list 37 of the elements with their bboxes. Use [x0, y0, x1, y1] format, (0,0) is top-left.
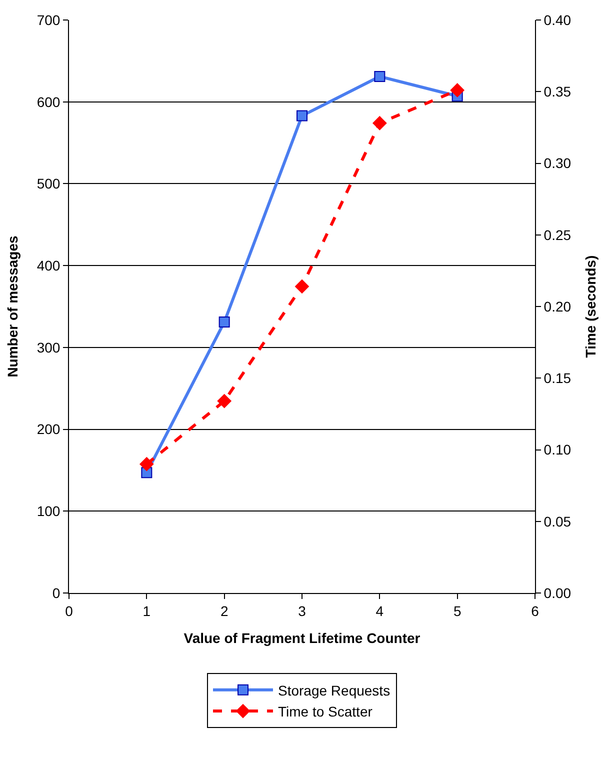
y2-tick-label: 0.05	[544, 513, 572, 530]
x-tick-label: 6	[531, 602, 540, 619]
legend-label: Time to Scatter	[278, 703, 373, 720]
legend-label: Storage Requests	[278, 682, 390, 698]
x-tick-label: 2	[220, 602, 228, 619]
x-tick-label: 4	[376, 602, 384, 619]
y2-tick-label: 0.35	[544, 84, 572, 100]
y2-tick-label: 0.25	[544, 226, 572, 243]
x-tick-label: 3	[298, 602, 306, 619]
y2-tick-label: 0.20	[544, 298, 572, 314]
y-tick-label: 500	[36, 176, 60, 192]
y-tick-label: 0	[52, 584, 60, 601]
y2-tick-label: 0.40	[544, 12, 572, 28]
y2-tick-label: 0.30	[544, 155, 572, 172]
y-axis-title: Number of messages	[4, 235, 20, 378]
x-tick-label: 0	[65, 602, 74, 619]
point	[217, 394, 232, 408]
y2-tick-label: 0.10	[544, 442, 572, 458]
y-tick-label: 400	[36, 257, 60, 274]
point	[450, 83, 464, 98]
point	[218, 316, 230, 328]
y2-axis-title: Time (seconds)	[582, 255, 599, 358]
point	[295, 279, 309, 294]
x-axis-title: Value of Fragment Lifetime Counter	[184, 630, 421, 646]
y-tick-label: 200	[36, 421, 60, 438]
point	[374, 70, 386, 82]
y2-tick-label: 0.00	[544, 584, 572, 601]
x-tick-label: 5	[453, 602, 462, 619]
y-tick-label: 700	[36, 12, 60, 28]
y-tick-label: 600	[36, 94, 60, 110]
point	[372, 116, 387, 130]
point	[296, 110, 308, 122]
y-tick-label: 300	[36, 339, 60, 356]
y-tick-label: 100	[36, 503, 60, 520]
x-tick-label: 1	[142, 602, 151, 619]
point	[140, 457, 154, 472]
y2-tick-label: 0.15	[544, 370, 572, 386]
